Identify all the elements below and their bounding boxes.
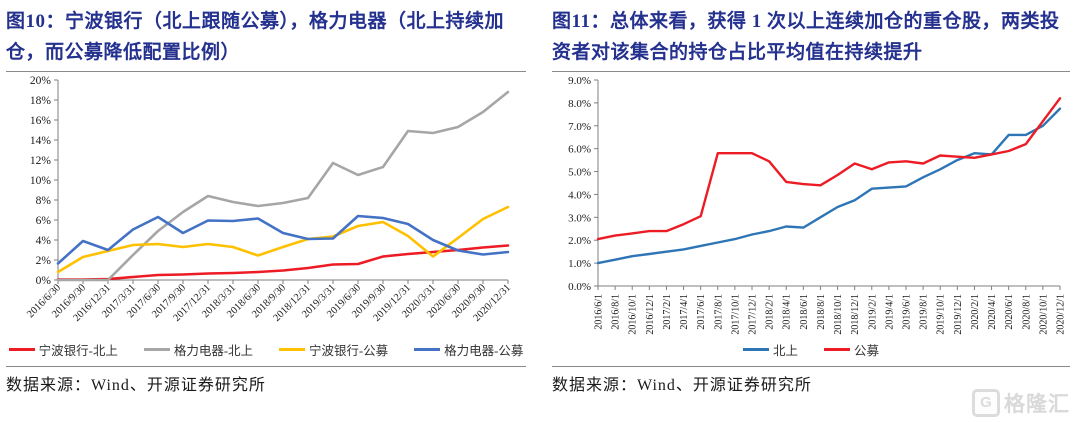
y-tick-label: 4% <box>36 235 52 247</box>
x-tick-label: 2020/4/1 <box>987 294 998 330</box>
figure-10-title: 图10：宁波银行（北上跟随公募），格力电器（北上持续加仓，而公募降低配置比例） <box>6 11 505 63</box>
x-tick-label: 2016/10/1 <box>628 294 639 335</box>
legend-item: 宁波银行-公募 <box>279 340 388 359</box>
y-tick-label: 6.0% <box>568 144 591 156</box>
source-divider <box>6 366 526 367</box>
x-tick-label: 2020/6/1 <box>1004 294 1015 330</box>
y-tick-label: 10% <box>30 175 52 187</box>
legend-swatch <box>742 347 769 351</box>
x-tick-label: 2017/6/1 <box>696 294 707 330</box>
line-chart-fig10: 0%2%4%6%8%10%12%14%16%18%20%2016/6/30201… <box>25 75 513 324</box>
figure-10-chart: 0% 2% 4% 6% 8% 10% 12% 14% 16% 18% 20% 2016/6/30 201… <box>6 72 526 340</box>
x-tick-label: 2016/8/1 <box>611 294 622 330</box>
x-tick-label: 2017/4/1 <box>679 294 690 330</box>
y-tick-label: 8.0% <box>568 98 591 110</box>
x-tick-label: 2018/8/1 <box>816 294 827 330</box>
x-tick-label: 2020/8/1 <box>1021 294 1032 330</box>
series-line-宁波银行-公募 <box>56 205 510 274</box>
x-tick-label: 2020/10/1 <box>1038 294 1049 335</box>
x-tick-label: 2016/6/1 <box>594 294 605 330</box>
legend-label: 格力电器-北上 <box>173 343 253 358</box>
x-tick-label: 2019/12/1 <box>953 294 964 335</box>
axes: 0%2%4%6%8%10%12%14%16%18%20%2016/6/30201… <box>25 75 513 324</box>
y-tick-label: 12% <box>30 155 52 167</box>
figure-10-legend: 宁波银行-北上 格力电器-北上 宁波银行-公募 格力电器-公募 <box>6 338 526 360</box>
x-tick-label: 2018/10/1 <box>833 294 844 335</box>
series-line-格力电器-北上 <box>56 90 510 282</box>
x-tick-label: 2016/12/1 <box>645 294 656 335</box>
figure-11-panel: 图11：总体来看，获得 1 次以上连续加仓的重仓股，两类投资者对该集合的持仓占比… <box>540 0 1080 422</box>
y-tick-label: 2.0% <box>568 235 591 247</box>
x-tick-label: 2020/12/1 <box>1056 294 1067 335</box>
legend-swatch <box>143 347 170 351</box>
legend-item: 格力电器-北上 <box>143 340 253 359</box>
y-tick-label: 16% <box>30 115 52 127</box>
series-line-北上 <box>596 107 1062 265</box>
x-tick-label: 2018/2/1 <box>765 294 776 330</box>
series-line-宁波银行-北上 <box>56 244 510 281</box>
y-tick-label: 18% <box>30 95 52 107</box>
title-divider <box>6 71 526 72</box>
y-tick-label: 9.0% <box>568 75 591 87</box>
x-tick-label: 2019/8/1 <box>919 294 930 330</box>
axes: 0.0% 1.0% 2.0% 3.0% 4.0% 5.0% 6.0% 7.0% 8.0% 9.0%… <box>568 75 1066 335</box>
y-tick-label: 14% <box>30 135 52 147</box>
x-tick-label: 2018/6/1 <box>799 294 810 330</box>
series-line-格力电器-公募 <box>56 214 510 265</box>
source-divider <box>552 366 1070 367</box>
x-tick-label: 2017/2/1 <box>662 294 673 330</box>
figure-11-title: 图11：总体来看，获得 1 次以上连续加仓的重仓股，两类投资者对该集合的持仓占比… <box>552 11 1060 63</box>
legend-item: 公募 <box>824 340 879 359</box>
x-tick-label: 2019/4/1 <box>884 294 895 330</box>
gelonghui-logo-icon: G <box>972 389 1000 417</box>
legend-swatch <box>414 347 441 351</box>
figure-11-legend: 北上 公募 <box>552 338 1070 360</box>
x-tick-label: 2019/10/1 <box>936 294 947 335</box>
y-tick-label: 0% <box>36 275 52 287</box>
figure-10-panel: 图10：宁波银行（北上跟随公募），格力电器（北上持续加仓，而公募降低配置比例） … <box>6 11 526 394</box>
gelonghui-watermark: G 格隆汇 <box>972 388 1070 418</box>
figure-10-source: 数据来源：Wind、开源证券研究所 <box>6 377 266 394</box>
y-tick-label: 0.0% <box>568 281 591 293</box>
x-tick-label: 2017/10/1 <box>730 294 741 335</box>
y-tick-label: 2% <box>36 255 52 267</box>
figure-11-source: 数据来源：Wind、开源证券研究所 <box>552 377 812 394</box>
legend-swatch <box>279 347 305 351</box>
line-chart-fig11: 0.0% 1.0% 2.0% 3.0% 4.0% 5.0% 6.0% 7.0% 8.0% 9.0%… <box>568 75 1066 335</box>
x-tick-label: 2020/2/1 <box>970 294 981 330</box>
legend-swatch <box>824 347 850 351</box>
legend-item: 格力电器-公募 <box>414 340 523 359</box>
legend-label: 公募 <box>854 343 880 358</box>
y-tick-label: 4.0% <box>568 189 591 201</box>
x-tick-label: 2018/12/1 <box>850 294 861 335</box>
x-tick-label: 2017/12/1 <box>748 294 759 335</box>
gelonghui-logo-text: 格隆汇 <box>1004 392 1070 416</box>
x-tick-label: 2019/2/1 <box>867 294 878 330</box>
legend-label: 北上 <box>772 343 798 358</box>
legend-label: 宁波银行-北上 <box>38 343 118 358</box>
y-tick-label: 6% <box>36 215 52 227</box>
legend-label: 宁波银行-公募 <box>309 343 389 358</box>
figure-11-chart: 0.0% 1.0% 2.0% 3.0% 4.0% 5.0% 6.0% 7.0% 8.0% 9.0%… <box>552 72 1070 340</box>
y-tick-label: 3.0% <box>568 212 591 224</box>
series-line-公募 <box>596 97 1062 241</box>
y-tick-label: 5.0% <box>568 167 591 179</box>
y-tick-label: 20% <box>30 75 52 87</box>
x-tick-label: 2019/6/1 <box>902 294 913 330</box>
legend-swatch <box>8 347 35 351</box>
y-tick-label: 8% <box>36 195 52 207</box>
x-tick-label: 2018/4/1 <box>782 294 793 330</box>
title-divider <box>552 71 1070 72</box>
x-tick-label: 2017/8/1 <box>713 294 724 330</box>
y-tick-label: 7.0% <box>568 121 591 133</box>
y-tick-label: 1.0% <box>568 258 591 270</box>
legend-item: 北上 <box>742 340 798 359</box>
legend-label: 格力电器-公募 <box>444 343 524 358</box>
legend-item: 宁波银行-北上 <box>8 340 118 359</box>
